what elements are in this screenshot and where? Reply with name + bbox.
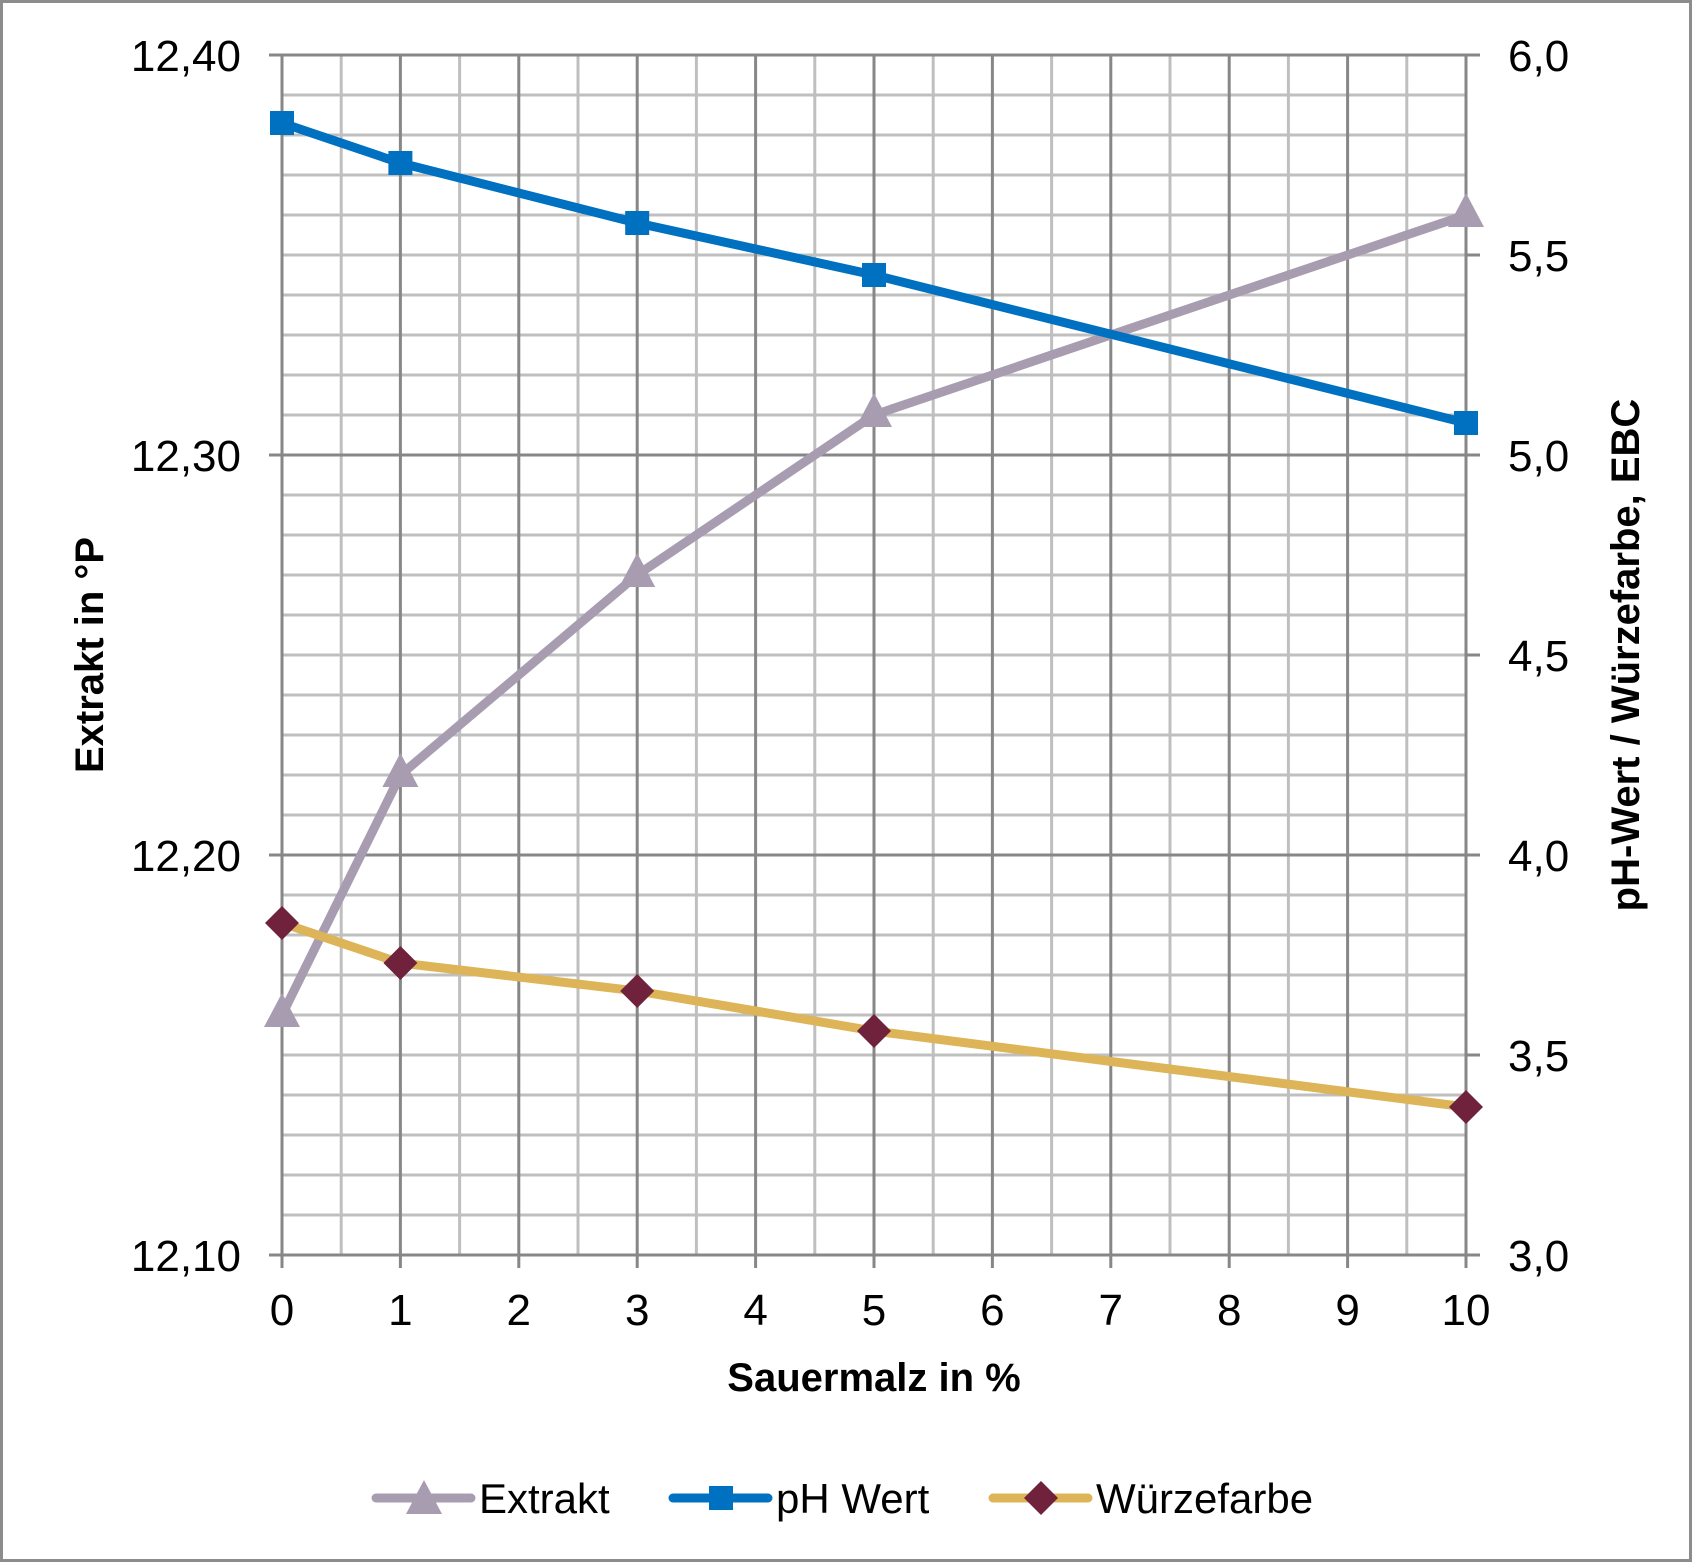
x-tick-label: 4 bbox=[743, 1286, 767, 1335]
y-tick-label-left: 12,20 bbox=[131, 832, 241, 881]
data-point-w-rzefarbe bbox=[265, 906, 299, 940]
y-tick-label-right: 3,0 bbox=[1508, 1232, 1569, 1281]
x-tick-label: 8 bbox=[1217, 1286, 1241, 1335]
x-axis-title: Sauermalz in % bbox=[727, 1356, 1020, 1400]
y-tick-label-right: 4,0 bbox=[1508, 832, 1569, 881]
series-group bbox=[264, 111, 1484, 1124]
legend-label-extrakt: Extrakt bbox=[479, 1475, 610, 1522]
data-point-extrakt bbox=[382, 753, 419, 787]
data-point-ph-wert bbox=[270, 111, 294, 135]
chart-svg: 0 1 2 3 4 5 6 7 8 9 10 12,10 12,20 12,30 12,40 3,0 3,5 4,… bbox=[68, 32, 1648, 1522]
data-point-ph-wert bbox=[388, 151, 413, 175]
legend: Extrakt pH Wert Würzefarbe bbox=[371, 1475, 1313, 1522]
legend-marker-ph-wert bbox=[709, 1486, 733, 1510]
y-tick-label-right: 5,0 bbox=[1508, 432, 1569, 481]
legend-marker-extrakt bbox=[406, 1480, 442, 1514]
x-tick-label: 7 bbox=[1099, 1286, 1123, 1335]
x-tick-label: 6 bbox=[980, 1286, 1004, 1335]
legend-item-extrakt: Extrakt bbox=[371, 1475, 610, 1522]
x-tick-label: 1 bbox=[388, 1286, 412, 1335]
data-point-ph-wert bbox=[862, 263, 886, 287]
axes: 0 1 2 3 4 5 6 7 8 9 10 12,10 12,20 12,30 12,40 3,0 3,5 4,… bbox=[131, 32, 1569, 1335]
y-axis-title-right: pH-Wert / Würzefarbe, EBC bbox=[1604, 399, 1648, 912]
y-tick-label-left: 12,40 bbox=[131, 32, 241, 81]
data-point-extrakt bbox=[1448, 193, 1484, 227]
y-tick-label-right: 6,0 bbox=[1508, 32, 1569, 81]
legend-label-ph-wert: pH Wert bbox=[776, 1475, 930, 1522]
legend-item-ph-wert: pH Wert bbox=[668, 1475, 930, 1522]
data-point-w-rzefarbe bbox=[857, 1014, 891, 1048]
y-tick-label-right: 5,5 bbox=[1508, 232, 1569, 281]
legend-marker-w-rzefarbe bbox=[1024, 1481, 1058, 1515]
x-tick-label: 10 bbox=[1442, 1286, 1491, 1335]
data-point-w-rzefarbe bbox=[1449, 1090, 1483, 1124]
data-point-extrakt bbox=[856, 393, 892, 427]
legend-item-w-rzefarbe: Würzefarbe bbox=[988, 1475, 1313, 1522]
y-tick-label-right: 3,5 bbox=[1508, 1032, 1569, 1081]
data-point-w-rzefarbe bbox=[620, 974, 655, 1008]
y-tick-label-right: 4,5 bbox=[1508, 632, 1569, 681]
data-point-extrakt bbox=[619, 553, 656, 587]
data-point-extrakt bbox=[264, 993, 300, 1027]
x-tick-label: 9 bbox=[1335, 1286, 1359, 1335]
data-point-ph-wert bbox=[625, 211, 650, 235]
y-axis-title-left: Extrakt in °P bbox=[68, 537, 112, 773]
y-tick-label-left: 12,30 bbox=[131, 432, 241, 481]
x-tick-label: 2 bbox=[507, 1286, 531, 1335]
data-point-w-rzefarbe bbox=[383, 946, 418, 980]
x-tick-label: 3 bbox=[625, 1286, 649, 1335]
legend-label-w-rzefarbe: Würzefarbe bbox=[1096, 1475, 1313, 1522]
x-tick-label: 5 bbox=[862, 1286, 886, 1335]
y-tick-label-left: 12,10 bbox=[131, 1232, 241, 1281]
x-tick-label: 0 bbox=[270, 1286, 294, 1335]
data-point-ph-wert bbox=[1454, 411, 1478, 435]
